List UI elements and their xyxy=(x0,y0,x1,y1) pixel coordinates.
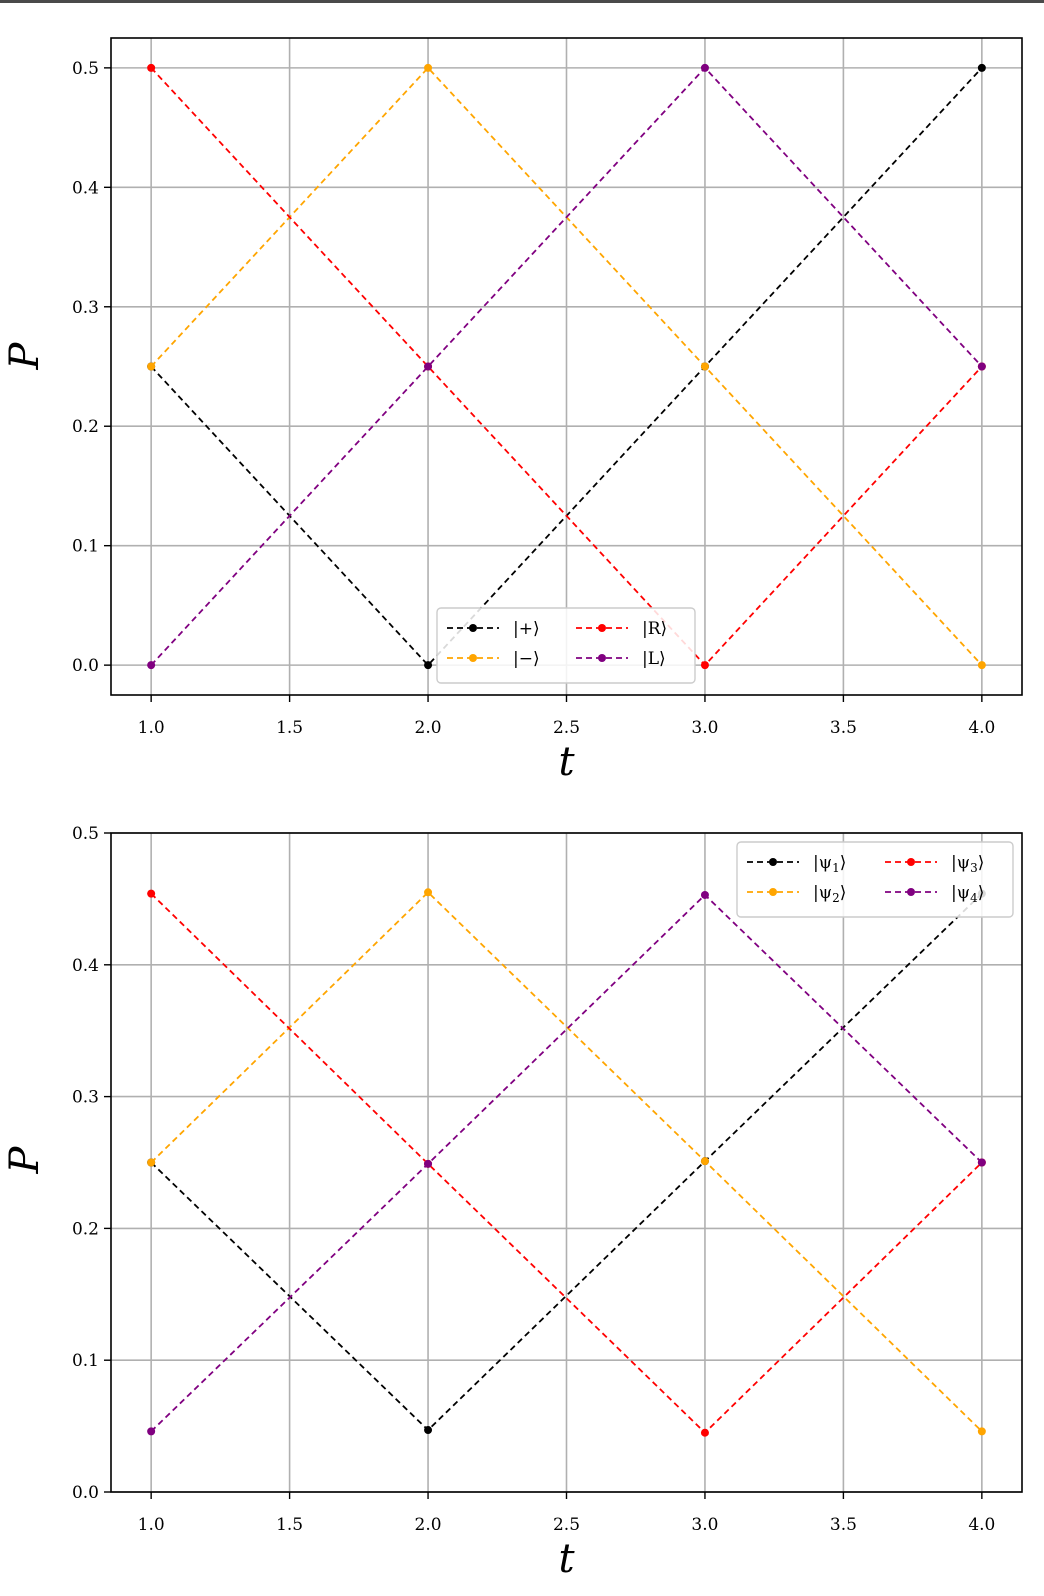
legend-marker xyxy=(469,624,477,632)
legend-box xyxy=(736,841,1014,918)
data-point xyxy=(700,661,709,670)
x-tick-label: 1.0 xyxy=(138,718,165,738)
series-line xyxy=(150,66,983,666)
legend-label: |+⟩ xyxy=(513,619,540,639)
ticks: 1.0 1.5 2.0 2.5 3.0 3.5 4.0 0.0 0.1 0.2 0.3 0.4 0.5 xyxy=(72,59,995,738)
y-tick-label: 0.0 xyxy=(72,656,99,676)
legend-entry: |R⟩ xyxy=(576,619,667,639)
legend-entry: |−⟩ xyxy=(447,649,540,669)
grid xyxy=(111,832,1022,1493)
y-axis-label: P xyxy=(2,1145,48,1174)
legend-marker xyxy=(769,888,777,896)
y-tick-label: 0.3 xyxy=(72,1088,99,1108)
data-point xyxy=(424,1159,433,1168)
y-tick-label: 0.2 xyxy=(72,1219,99,1239)
top-border xyxy=(0,0,1044,3)
series-line xyxy=(150,892,983,1432)
legend-label: |ψ4⟩ xyxy=(951,883,984,905)
y-tick-label: 0.2 xyxy=(72,417,99,437)
x-axis-label: t xyxy=(558,1536,575,1582)
chart-1: 1.0 1.5 2.0 2.5 3.0 3.5 4.0 0.0 0.1 0.2 0.3 0.4 0.5 t… xyxy=(2,37,1023,785)
legend-entry: |ψ2⟩ xyxy=(747,883,846,905)
data-point xyxy=(700,362,709,371)
data-point xyxy=(977,63,986,72)
data-point xyxy=(977,1158,986,1167)
x-tick-label: 3.0 xyxy=(691,718,718,738)
legend-marker xyxy=(907,888,915,896)
y-tick-label: 0.1 xyxy=(72,537,99,557)
series-2 xyxy=(147,888,986,1436)
data-point xyxy=(700,1428,709,1437)
legend-marker xyxy=(469,654,477,662)
legend-label: |ψ2⟩ xyxy=(813,883,846,905)
data-point xyxy=(424,362,433,371)
series-line xyxy=(150,892,983,1434)
y-tick-label: 0.4 xyxy=(72,178,99,198)
data-point xyxy=(977,1427,986,1436)
legend-entry: |+⟩ xyxy=(447,619,540,639)
x-tick-label: 1.5 xyxy=(276,718,303,738)
data-point xyxy=(977,661,986,670)
legend-entry: |ψ1⟩ xyxy=(747,853,846,875)
data-point xyxy=(147,362,156,371)
x-tick-label: 4.0 xyxy=(968,718,995,738)
legend-entry: |ψ4⟩ xyxy=(885,883,984,905)
legend-marker xyxy=(598,624,606,632)
legend-box xyxy=(436,607,696,684)
data-point xyxy=(700,1157,709,1166)
y-tick-label: 0.5 xyxy=(72,59,99,79)
legend-marker xyxy=(907,858,915,866)
series-line xyxy=(150,67,983,667)
legend-label: |R⟩ xyxy=(642,619,667,639)
x-tick-label: 2.0 xyxy=(415,718,442,738)
x-tick-label: 2.5 xyxy=(553,1515,580,1535)
data-point xyxy=(977,362,986,371)
data-point xyxy=(700,63,709,72)
y-tick-label: 0.4 xyxy=(72,956,99,976)
data-point xyxy=(147,661,156,670)
y-axis-label: P xyxy=(2,341,48,370)
legend-entry: |ψ3⟩ xyxy=(885,853,984,875)
y-tick-label: 0.3 xyxy=(72,298,99,318)
data-point xyxy=(147,63,156,72)
chart-2: 1.0 1.5 2.0 2.5 3.0 3.5 4.0 0.0 0.1 0.2 0.3 0.4 0.5 t… xyxy=(2,824,1023,1582)
data-point xyxy=(424,661,433,670)
x-tick-label: 1.0 xyxy=(138,1515,165,1535)
legend-label: |−⟩ xyxy=(513,649,540,669)
x-tick-label: 1.5 xyxy=(276,1515,303,1535)
ticks: 1.0 1.5 2.0 2.5 3.0 3.5 4.0 0.0 0.1 0.2 0.3 0.4 0.5 xyxy=(72,824,995,1535)
x-tick-label: 2.5 xyxy=(553,718,580,738)
series-line xyxy=(150,891,983,1433)
legend: |ψ1⟩ |ψ2⟩ |ψ3⟩ |ψ4⟩ xyxy=(736,841,1014,918)
y-tick-label: 0.1 xyxy=(72,1351,99,1371)
data-point xyxy=(424,1426,433,1435)
series-line xyxy=(150,893,983,1433)
series-4 xyxy=(147,63,986,670)
y-tick-label: 0.5 xyxy=(72,824,99,844)
legend: |+⟩ |−⟩ |R⟩ |L⟩ xyxy=(436,607,696,684)
x-tick-label: 3.5 xyxy=(830,718,857,738)
data-point xyxy=(147,1427,156,1436)
x-tick-label: 3.0 xyxy=(691,1515,718,1535)
series-4 xyxy=(147,890,986,1436)
legend-label: |ψ1⟩ xyxy=(813,853,846,875)
data-point xyxy=(424,63,433,72)
legend-marker xyxy=(598,654,606,662)
data-point xyxy=(147,889,156,898)
x-tick-label: 3.5 xyxy=(830,1515,857,1535)
data-point xyxy=(147,1158,156,1167)
y-tick-label: 0.0 xyxy=(72,1483,99,1503)
data-point xyxy=(700,890,709,899)
legend-label: |ψ3⟩ xyxy=(951,853,984,875)
data-point xyxy=(424,888,433,897)
x-tick-label: 2.0 xyxy=(415,1515,442,1535)
x-tick-label: 4.0 xyxy=(968,1515,995,1535)
x-axis-label: t xyxy=(558,739,575,785)
legend-label: |L⟩ xyxy=(642,649,666,669)
legend-entry: |L⟩ xyxy=(576,649,666,669)
grid xyxy=(111,38,1022,695)
legend-marker xyxy=(769,858,777,866)
